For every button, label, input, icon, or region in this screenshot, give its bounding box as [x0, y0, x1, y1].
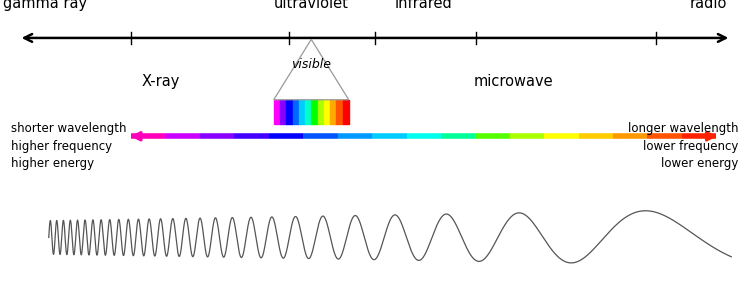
Text: shorter wavelength: shorter wavelength — [11, 122, 127, 135]
Bar — [336, 100, 343, 124]
Text: infrared: infrared — [394, 0, 452, 11]
Text: lower frequency: lower frequency — [644, 140, 739, 153]
Text: gamma ray: gamma ray — [3, 0, 87, 11]
Text: ultraviolet: ultraviolet — [274, 0, 349, 11]
Text: visible: visible — [291, 58, 332, 71]
Bar — [298, 100, 305, 124]
Text: microwave: microwave — [474, 74, 554, 89]
Bar — [317, 100, 324, 124]
Bar — [343, 100, 349, 124]
Bar — [330, 100, 336, 124]
Bar — [286, 100, 292, 124]
Text: lower energy: lower energy — [662, 157, 739, 170]
Bar — [274, 100, 280, 124]
Bar — [305, 100, 311, 124]
Text: higher energy: higher energy — [11, 157, 94, 170]
Text: longer wavelength: longer wavelength — [628, 122, 739, 135]
Text: radio: radio — [690, 0, 728, 11]
Bar — [280, 100, 286, 124]
Bar — [292, 100, 298, 124]
Text: higher frequency: higher frequency — [11, 140, 112, 153]
Text: X-ray: X-ray — [142, 74, 181, 89]
Bar — [324, 100, 330, 124]
Bar — [311, 100, 317, 124]
